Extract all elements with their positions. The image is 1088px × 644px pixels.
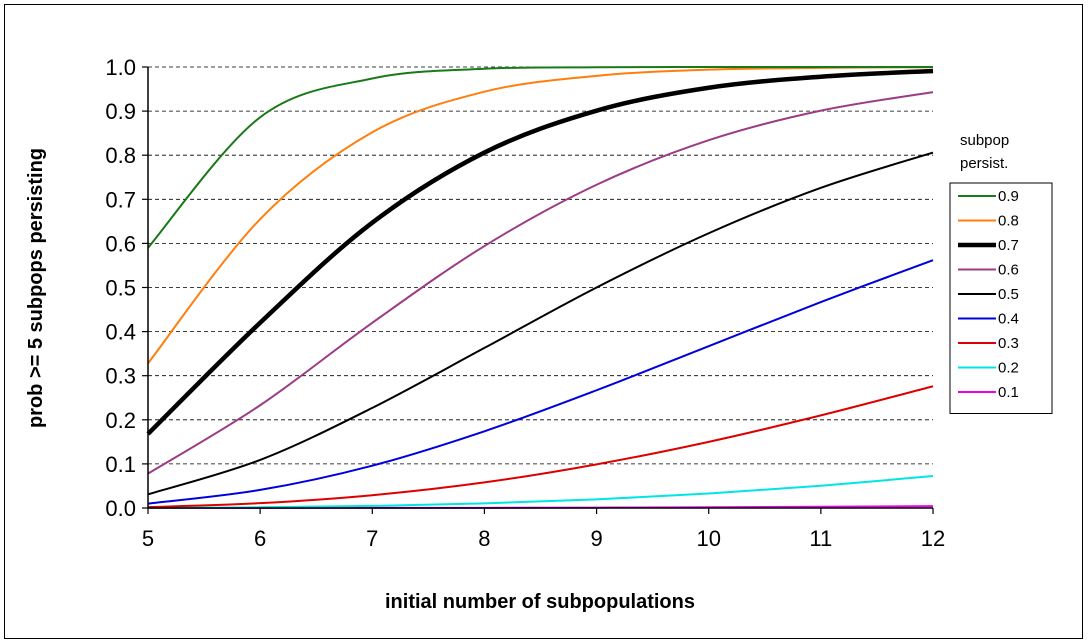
legend-label: 0.8 xyxy=(998,213,1019,230)
x-tick-label: 8 xyxy=(478,526,490,551)
series-line-0-8 xyxy=(147,66,934,364)
y-tick-label: 0.0 xyxy=(105,496,136,521)
y-tick-label: 0.3 xyxy=(105,364,136,389)
series-line-0-6 xyxy=(147,91,934,475)
x-tick-label: 5 xyxy=(142,526,154,551)
y-tick-label: 0.9 xyxy=(105,99,136,124)
y-tick-label: 0.6 xyxy=(105,231,136,256)
series-line-0-5 xyxy=(147,151,934,496)
series-line-0-2 xyxy=(147,474,934,509)
series-line-0-7 xyxy=(146,68,934,436)
x-tick-label: 11 xyxy=(809,526,832,551)
y-tick-label: 0.7 xyxy=(105,187,136,212)
y-tick-label: 1.0 xyxy=(105,55,136,80)
y-tick-label: 0.5 xyxy=(105,276,136,301)
legend-label: 0.2 xyxy=(998,360,1019,377)
legend-label: 0.3 xyxy=(998,335,1019,352)
x-tick-label: 6 xyxy=(254,526,266,551)
legend-label: 0.5 xyxy=(998,286,1019,303)
legend-label: 0.1 xyxy=(998,384,1019,401)
legend-title-line1: subpop xyxy=(960,132,1009,149)
x-axis-title: initial number of subpopulations xyxy=(385,591,695,613)
x-tick-label: 7 xyxy=(366,526,378,551)
tick-labels: 0.0 0.1 0.2 0.3 0.4 0.5 0.6 0.7 0.8 0.9 1.0 5 6 7 8 9 10… xyxy=(105,55,945,551)
y-tick-label: 0.8 xyxy=(105,143,136,168)
legend-label: 0.7 xyxy=(998,237,1019,254)
series-line-0-3 xyxy=(147,385,934,509)
axes xyxy=(142,66,934,514)
x-tick-label: 10 xyxy=(696,526,720,551)
x-tick-label: 9 xyxy=(590,526,602,551)
series-line-0-9 xyxy=(147,65,933,249)
legend-label: 0.4 xyxy=(998,311,1019,328)
legend-label: 0.9 xyxy=(998,188,1019,205)
legend-label: 0.6 xyxy=(998,262,1019,279)
y-tick-label: 0.4 xyxy=(105,320,136,345)
y-axis-title: prob >= 5 subpops persisting xyxy=(25,148,47,428)
series-line-0-4 xyxy=(147,259,934,505)
y-tick-label: 0.2 xyxy=(105,408,136,433)
chart-frame xyxy=(4,4,1083,639)
legend-title-line2: persist. xyxy=(960,155,1008,172)
y-tick-label: 0.1 xyxy=(105,452,136,477)
legend: 0.9 0.8 0.7 0.6 0.5 0.4 0.3 0.2 0.1 xyxy=(949,182,1053,414)
x-tick-label: 12 xyxy=(921,526,945,551)
